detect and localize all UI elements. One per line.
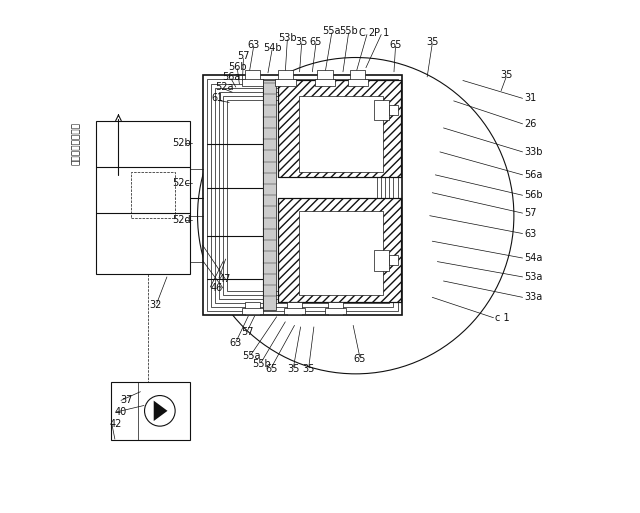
Bar bbox=[389, 255, 398, 265]
Text: 57: 57 bbox=[237, 51, 250, 62]
Text: 33a: 33a bbox=[524, 292, 542, 302]
Text: 63: 63 bbox=[230, 338, 242, 348]
Text: 56b: 56b bbox=[524, 190, 543, 200]
Text: 52a: 52a bbox=[215, 82, 234, 92]
Text: 52d: 52d bbox=[172, 215, 191, 225]
Bar bbox=[374, 100, 389, 120]
Bar bbox=[278, 198, 401, 303]
Text: 63: 63 bbox=[524, 228, 536, 239]
Bar bbox=[328, 303, 343, 315]
Bar bbox=[207, 80, 397, 311]
Bar bbox=[245, 303, 260, 315]
Text: 54b: 54b bbox=[263, 43, 282, 53]
Bar bbox=[278, 70, 293, 83]
Bar bbox=[111, 382, 190, 440]
Polygon shape bbox=[154, 401, 168, 421]
Bar bbox=[245, 70, 260, 83]
Bar bbox=[299, 96, 383, 172]
Text: 53b: 53b bbox=[278, 33, 297, 43]
Bar bbox=[325, 307, 346, 313]
Bar bbox=[227, 100, 377, 291]
Text: 35: 35 bbox=[426, 37, 438, 47]
Bar bbox=[278, 198, 401, 303]
Text: 61: 61 bbox=[212, 93, 224, 103]
Text: 33b: 33b bbox=[524, 147, 543, 157]
Text: 55a: 55a bbox=[242, 351, 260, 361]
Bar bbox=[215, 88, 389, 303]
Text: 57: 57 bbox=[524, 208, 536, 218]
Text: C 2: C 2 bbox=[359, 28, 375, 38]
Bar bbox=[278, 81, 401, 177]
Text: 54a: 54a bbox=[524, 253, 543, 263]
Bar bbox=[275, 80, 296, 86]
Bar bbox=[223, 96, 381, 295]
Text: 35: 35 bbox=[303, 364, 315, 374]
Bar bbox=[374, 250, 389, 270]
Text: 26: 26 bbox=[524, 119, 536, 129]
Bar bbox=[211, 84, 394, 307]
Text: 32: 32 bbox=[149, 300, 161, 310]
Bar bbox=[299, 210, 383, 295]
Bar bbox=[203, 75, 402, 315]
Text: 65: 65 bbox=[266, 364, 278, 374]
Bar bbox=[278, 81, 401, 177]
Text: 56b: 56b bbox=[228, 62, 246, 72]
Text: 35: 35 bbox=[287, 364, 300, 374]
Bar bbox=[95, 121, 190, 274]
Bar bbox=[284, 307, 305, 313]
Text: 52c: 52c bbox=[172, 177, 190, 188]
Text: P 1: P 1 bbox=[374, 28, 389, 38]
Text: 65: 65 bbox=[354, 353, 366, 364]
Text: 47: 47 bbox=[219, 274, 231, 285]
Bar bbox=[287, 303, 302, 315]
Text: 31: 31 bbox=[524, 93, 536, 103]
Text: 63: 63 bbox=[248, 40, 260, 50]
Bar bbox=[348, 80, 368, 86]
Bar bbox=[317, 70, 333, 83]
Text: 型締シリンダ等へ: 型締シリンダ等へ bbox=[72, 122, 81, 165]
Bar bbox=[243, 307, 263, 313]
Bar bbox=[315, 80, 335, 86]
Text: 53a: 53a bbox=[524, 272, 543, 282]
Text: 57: 57 bbox=[241, 327, 254, 337]
Text: 55b: 55b bbox=[252, 359, 271, 369]
Text: 56a: 56a bbox=[222, 72, 241, 82]
Text: c 1: c 1 bbox=[495, 313, 509, 323]
Text: 65: 65 bbox=[310, 37, 322, 47]
Bar bbox=[350, 70, 365, 83]
Text: 52b: 52b bbox=[172, 138, 191, 148]
Text: 46: 46 bbox=[211, 283, 223, 293]
Bar bbox=[243, 80, 263, 86]
Bar bbox=[389, 105, 398, 115]
Text: 40: 40 bbox=[115, 407, 127, 417]
Bar bbox=[131, 172, 175, 218]
Text: 35: 35 bbox=[500, 70, 513, 81]
Circle shape bbox=[145, 396, 175, 426]
Text: 56a: 56a bbox=[524, 170, 543, 180]
Text: 37: 37 bbox=[120, 396, 132, 405]
Bar bbox=[263, 81, 276, 310]
Bar bbox=[219, 92, 385, 299]
Text: 65: 65 bbox=[389, 40, 402, 50]
Text: 55a: 55a bbox=[323, 26, 341, 36]
Text: 42: 42 bbox=[110, 419, 122, 429]
Text: 35: 35 bbox=[296, 37, 308, 47]
Text: 55b: 55b bbox=[339, 26, 358, 36]
